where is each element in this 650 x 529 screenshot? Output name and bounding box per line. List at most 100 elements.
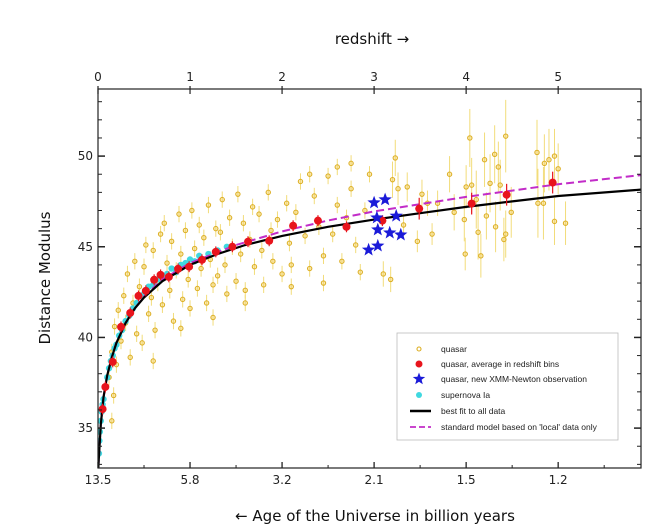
quasar-point [339, 258, 345, 264]
quasar-point [237, 251, 244, 257]
quasar-point [235, 191, 241, 197]
quasar-point [503, 231, 509, 237]
quasar-point [334, 202, 340, 208]
quasar-point [167, 287, 173, 293]
binned-quasar-point [415, 204, 424, 213]
binned-quasar-point [126, 308, 135, 317]
quasar-point [111, 323, 118, 330]
legend-quasar-marker [416, 346, 422, 352]
bottom-tick-label: 5.8 [180, 473, 199, 487]
quasar-point [546, 157, 552, 163]
binned-quasar-point [174, 264, 183, 273]
quasar-point [392, 155, 398, 161]
binned-quasar-point [342, 222, 351, 231]
binned-quasar-point [117, 322, 126, 331]
supernova-point [168, 265, 175, 272]
quasar-point [540, 200, 547, 206]
quasar-point [501, 236, 507, 243]
bottom-tick-label: 2.1 [365, 473, 384, 487]
quasar-point [279, 271, 285, 277]
quasar-point [274, 216, 281, 223]
quasar-point [150, 247, 156, 254]
quasar-point [148, 294, 155, 301]
quasar-point [170, 318, 177, 324]
xmm-newton-star [371, 238, 385, 252]
top-tick-label: 1 [186, 70, 194, 84]
quasar-point [446, 171, 453, 177]
xmm-newton-star [383, 225, 397, 239]
binned-quasar-point [185, 262, 194, 271]
quasar-point [497, 182, 503, 188]
quasar-point [178, 251, 184, 257]
quasar-point [461, 216, 467, 223]
quasar-point [302, 233, 308, 239]
quasar-point [270, 258, 276, 264]
plot-marks [98, 99, 641, 468]
binned-quasar-point [244, 237, 253, 246]
quasar-point [395, 186, 401, 192]
binned-quasar-point [265, 236, 274, 245]
quasar-point [187, 305, 193, 312]
legend-box [396, 332, 619, 441]
quasar-point [196, 222, 202, 228]
quasar-point [161, 220, 167, 226]
quasar-point [475, 229, 481, 235]
quasar-point [109, 418, 115, 424]
quasar-point [150, 358, 156, 364]
binned-quasar-point [313, 216, 322, 225]
quasar-point [311, 193, 317, 199]
quasar-point [487, 180, 493, 186]
plot-area [98, 99, 641, 468]
binned-quasar-point [228, 242, 237, 251]
quasar-point [534, 149, 540, 156]
quasar-point [467, 135, 473, 141]
quasar-point [251, 264, 258, 270]
binned-quasar-point [467, 199, 476, 208]
quasar-point [541, 160, 548, 167]
quasar-point [213, 225, 219, 232]
quasar-point [242, 287, 248, 293]
quasar-point [414, 238, 421, 245]
top-tick-label: 5 [554, 70, 562, 84]
quasar-point [334, 164, 340, 170]
quasar-point [288, 262, 294, 268]
quasar-point [168, 238, 175, 245]
quasar-point [249, 204, 256, 210]
quasar-point [380, 271, 387, 277]
bottom-tick-label: 1.2 [549, 473, 568, 487]
quasar-point [357, 269, 363, 275]
quasar-point [201, 234, 207, 241]
top-tick-label: 4 [462, 70, 470, 84]
quasar-point [483, 213, 490, 219]
quasar-point [194, 285, 201, 292]
quasar-point [185, 276, 191, 283]
quasar-point [157, 231, 164, 237]
quasar-point [198, 265, 204, 272]
quasar-point [159, 302, 166, 308]
legend-label-xmm: quasar, new XMM-Newton observation [441, 374, 587, 384]
quasar-point [110, 392, 117, 399]
quasar-point [389, 176, 396, 183]
xmm-newton-star [371, 222, 385, 236]
quasar-point [265, 189, 271, 196]
legend: quasar quasar, average in redshift bins … [396, 332, 619, 441]
quasar-point [191, 245, 198, 252]
binned-quasar-point [548, 178, 557, 187]
quasar-point [491, 151, 498, 157]
quasar-point [283, 200, 290, 206]
quasar-point [233, 278, 239, 284]
quasar-point [503, 133, 509, 139]
y-tick-label: 50 [78, 149, 93, 163]
quasar-point [124, 271, 131, 277]
binned-quasar-point [289, 221, 298, 230]
quasar-point [164, 260, 170, 266]
quasar-point [404, 184, 410, 190]
quasar-point [240, 220, 247, 226]
quasar-point [325, 173, 331, 179]
xmm-newton-star [367, 195, 381, 209]
top-tick-label: 2 [278, 70, 286, 84]
quasar-point [145, 311, 152, 317]
bottom-tick-label: 13.5 [85, 473, 112, 487]
quasar-point [286, 240, 293, 246]
quasar-point [352, 242, 359, 248]
